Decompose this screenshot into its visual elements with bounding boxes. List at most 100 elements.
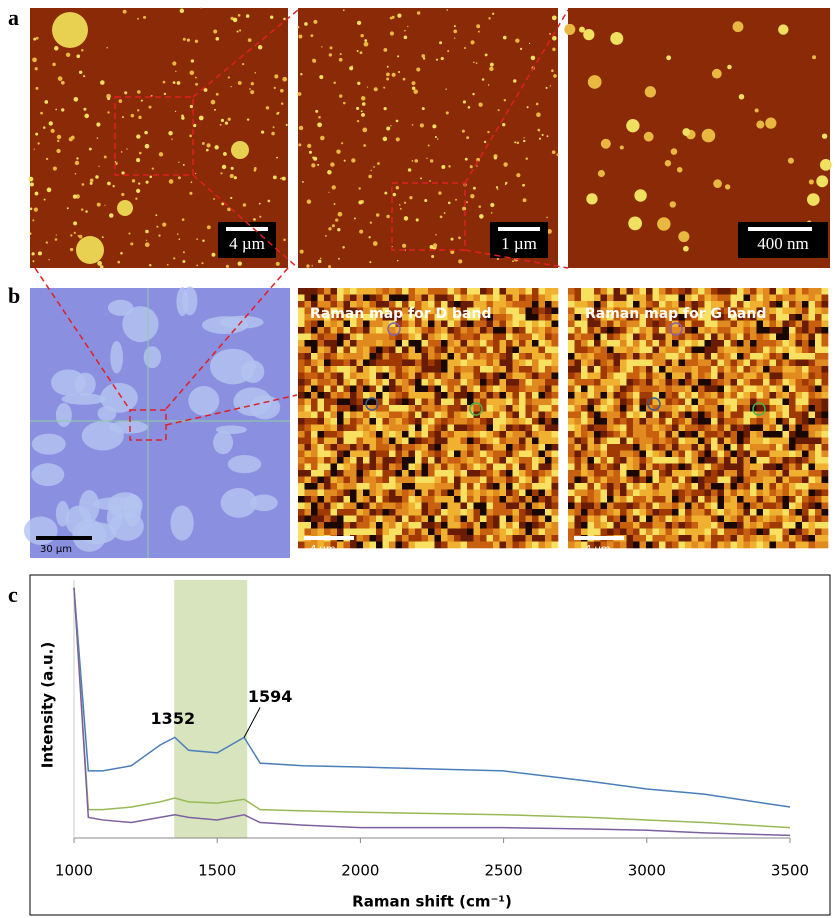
map-pixel <box>698 295 705 302</box>
map-pixel <box>809 327 816 334</box>
map-pixel <box>422 542 429 549</box>
map-pixel <box>588 295 595 302</box>
map-pixel <box>422 470 429 477</box>
map-pixel <box>344 509 351 516</box>
afm-particle <box>100 265 103 268</box>
map-pixel <box>575 522 582 529</box>
map-pixel <box>441 503 448 510</box>
afm-particle <box>332 224 335 227</box>
map-pixel <box>298 464 305 471</box>
map-pixel <box>783 509 790 516</box>
map-pixel <box>422 490 429 497</box>
map-pixel <box>809 353 816 360</box>
map-pixel <box>737 386 744 393</box>
map-pixel <box>344 496 351 503</box>
map-pixel <box>679 535 686 542</box>
map-pixel <box>467 464 474 471</box>
map-pixel <box>363 529 370 536</box>
map-pixel <box>711 483 718 490</box>
afm-particle <box>307 199 312 204</box>
map-pixel <box>396 477 403 484</box>
map-pixel <box>467 418 474 425</box>
map-pixel <box>454 451 461 458</box>
map-pixel <box>298 353 305 360</box>
map-pixel <box>796 412 803 419</box>
map-pixel <box>344 522 351 529</box>
map-pixel <box>383 496 390 503</box>
map-pixel <box>633 483 640 490</box>
map-pixel <box>428 379 435 386</box>
map-pixel <box>376 444 383 451</box>
map-pixel <box>757 503 764 510</box>
map-pixel <box>539 392 546 399</box>
map-pixel <box>692 542 699 549</box>
map-pixel <box>588 386 595 393</box>
map-pixel <box>435 334 442 341</box>
map-pixel <box>594 399 601 406</box>
map-pixel <box>506 464 513 471</box>
map-pixel <box>776 425 783 432</box>
optical-patch <box>241 360 264 383</box>
map-pixel <box>428 522 435 529</box>
map-pixel <box>815 509 822 516</box>
afm-particle <box>329 53 332 56</box>
map-pixel <box>357 483 364 490</box>
map-pixel <box>493 379 500 386</box>
map-pixel <box>350 496 357 503</box>
map-pixel <box>480 347 487 354</box>
map-pixel <box>506 295 513 302</box>
map-pixel <box>588 334 595 341</box>
map-pixel <box>744 496 751 503</box>
afm-particle <box>441 165 445 169</box>
map-pixel <box>653 340 660 347</box>
map-pixel <box>376 386 383 393</box>
map-pixel <box>796 373 803 380</box>
map-pixel <box>802 386 809 393</box>
map-pixel <box>698 340 705 347</box>
map-pixel <box>493 308 500 315</box>
map-pixel <box>350 522 357 529</box>
map-pixel <box>568 295 575 302</box>
map-pixel <box>718 431 725 438</box>
map-pixel <box>614 477 621 484</box>
map-pixel <box>581 366 588 373</box>
map-pixel <box>776 392 783 399</box>
map-pixel <box>539 353 546 360</box>
map-pixel <box>601 386 608 393</box>
map-pixel <box>568 386 575 393</box>
afm-particle <box>158 234 160 236</box>
afm-particle <box>136 134 140 138</box>
map-pixel <box>607 412 614 419</box>
map-pixel <box>802 490 809 497</box>
map-pixel <box>376 425 383 432</box>
map-pixel <box>305 347 312 354</box>
map-pixel <box>601 295 608 302</box>
map-pixel <box>737 418 744 425</box>
map-pixel <box>815 444 822 451</box>
map-pixel <box>350 444 357 451</box>
map-pixel <box>672 340 679 347</box>
map-pixel <box>428 509 435 516</box>
map-pixel <box>737 431 744 438</box>
map-pixel <box>532 327 539 334</box>
map-pixel <box>415 509 422 516</box>
afm-particle <box>435 136 437 138</box>
map-pixel <box>685 360 692 367</box>
map-pixel <box>552 496 559 503</box>
map-pixel <box>493 529 500 536</box>
map-pixel <box>318 522 325 529</box>
map-pixel <box>324 483 331 490</box>
map-pixel <box>640 347 647 354</box>
map-pixel <box>705 347 712 354</box>
map-pixel <box>324 392 331 399</box>
map-pixel <box>822 464 829 471</box>
afm-particle <box>190 70 195 75</box>
map-pixel <box>568 451 575 458</box>
map-pixel <box>783 412 790 419</box>
optical-patch <box>216 425 247 434</box>
optical-patch <box>213 431 233 454</box>
map-pixel <box>640 464 647 471</box>
afm-particle <box>187 38 190 41</box>
map-pixel <box>519 470 526 477</box>
map-pixel <box>350 288 357 295</box>
